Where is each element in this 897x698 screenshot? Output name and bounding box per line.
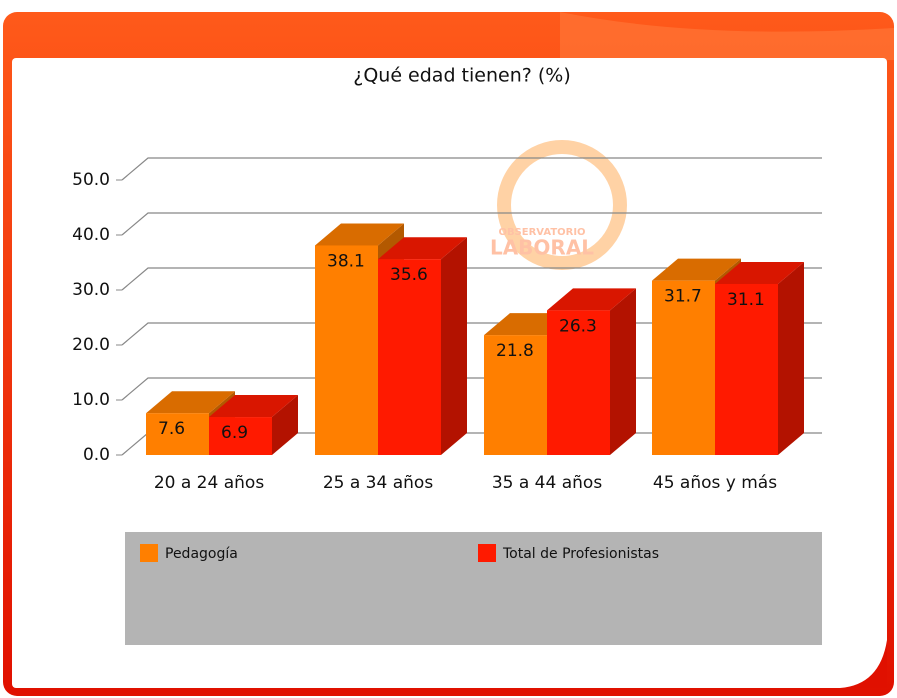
bar-face: [209, 395, 298, 418]
bar-face: [146, 413, 209, 455]
bar-face: [146, 391, 235, 414]
bar-face: [778, 261, 804, 455]
bar-face: [547, 288, 636, 311]
value-label: 21.8: [496, 341, 534, 361]
x-tick-label: 25 a 34 años: [323, 473, 433, 493]
value-label: 26.3: [559, 316, 597, 336]
legend-label: Total de Profesionistas: [502, 546, 659, 562]
logo: OBSERVATORIO LABORAL: [490, 140, 627, 270]
grid-line: [121, 157, 822, 181]
chart-title: ¿Qué edad tienen? (%): [353, 65, 571, 87]
y-tick-label: 0.0: [83, 445, 110, 465]
value-label: 6.9: [221, 423, 248, 443]
value-label: 31.1: [727, 290, 765, 310]
legend-swatch: [140, 544, 158, 562]
bar-face: [272, 395, 298, 455]
y-tick-label: 20.0: [72, 335, 110, 355]
y-tick-label: 40.0: [72, 225, 110, 245]
bar: [209, 395, 298, 455]
value-label: 38.1: [327, 251, 365, 271]
bar: [378, 237, 467, 455]
bar-face: [610, 288, 636, 455]
bar-face: [378, 259, 441, 455]
logo-text: OBSERVATORIO: [498, 227, 585, 238]
bar-face: [378, 237, 467, 260]
y-tick-label: 50.0: [72, 170, 110, 190]
bar-face: [715, 283, 778, 455]
value-label: 7.6: [158, 419, 185, 439]
value-label: 35.6: [390, 265, 428, 285]
legend-label: Pedagogía: [165, 546, 238, 562]
bar-face: [547, 310, 610, 455]
value-label: 31.7: [664, 287, 702, 307]
legend: [125, 532, 822, 645]
corner: [840, 640, 887, 688]
bar: [547, 288, 636, 455]
header-shine: [560, 12, 894, 60]
grid-line: [121, 212, 822, 236]
x-tick-label: 35 a 44 años: [492, 473, 602, 493]
bar-face: [315, 245, 378, 455]
y-tick-label: 30.0: [72, 280, 110, 300]
y-tick-label: 10.0: [72, 390, 110, 410]
logo-text: LABORAL: [490, 236, 594, 260]
x-tick-label: 45 años y más: [653, 473, 777, 493]
bar-face: [315, 223, 404, 246]
bar-face: [209, 417, 272, 455]
grid-line: [121, 267, 822, 291]
bar-face: [484, 335, 547, 455]
bar-face: [652, 258, 741, 281]
bar: [715, 261, 804, 455]
bar-face: [715, 261, 804, 284]
bar-face: [441, 237, 467, 455]
x-tick-label: 20 a 24 años: [154, 473, 264, 493]
bar-face: [652, 280, 715, 455]
legend-swatch: [478, 544, 496, 562]
